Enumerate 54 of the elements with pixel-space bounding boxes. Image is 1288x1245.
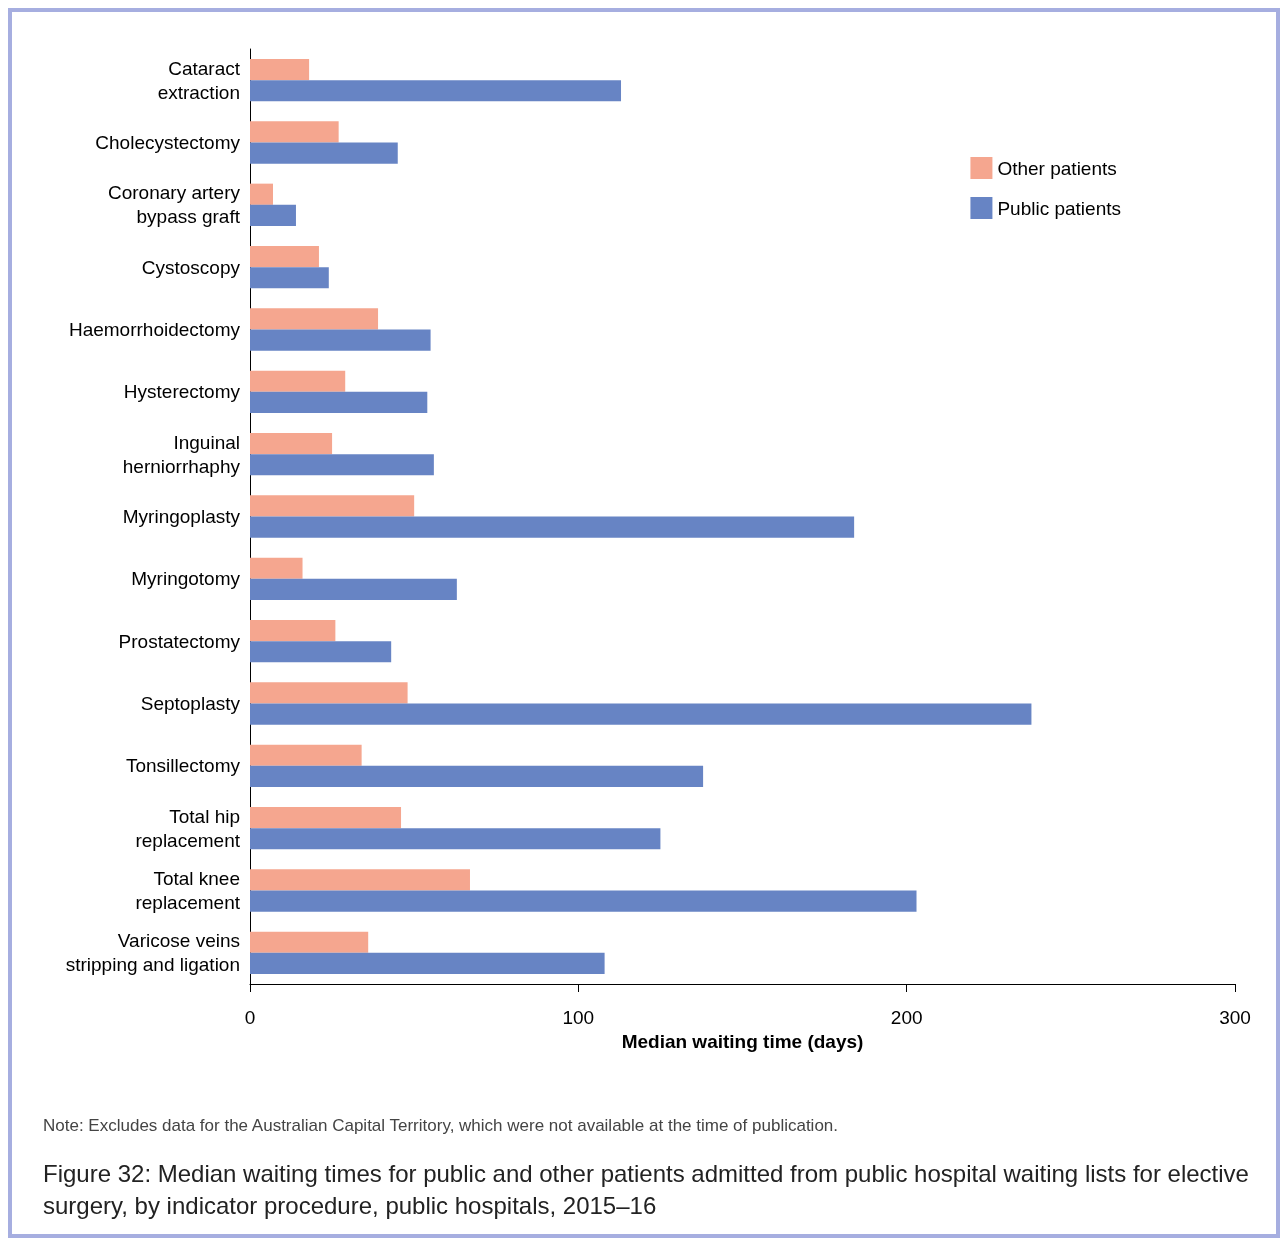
y-tick-label: Total knee replacement xyxy=(135,868,241,913)
bar xyxy=(250,641,392,663)
bar xyxy=(250,142,398,164)
bar xyxy=(250,516,855,538)
y-tick-label: Haemorrhoidectomy xyxy=(68,319,241,340)
bar xyxy=(250,370,346,392)
bar xyxy=(250,869,470,891)
x-tick-label: 200 xyxy=(890,1007,923,1028)
bar xyxy=(250,204,296,227)
bar xyxy=(250,931,369,953)
bar xyxy=(250,80,622,102)
text: Note: Excludes data for the Australian Capital Territory, which were not available at the time of publication. xyxy=(43,1116,839,1135)
bar xyxy=(250,329,431,351)
y-tick-label: Tonsillectomy xyxy=(125,755,241,777)
text: Figure 32: Median waiting times for public and other patients admitted from public hospital waiting lists for elective surgery, by indicator procedure, public hospitals, 2015–16 xyxy=(43,1159,1256,1219)
y-tick-label: Coronary artery bypass graft xyxy=(108,182,241,228)
bar xyxy=(250,619,336,642)
y-tick-label: Inguinal herniorrhaphy xyxy=(122,431,241,477)
y-tick-label: Cystoscopy xyxy=(141,256,241,278)
bar xyxy=(250,806,402,829)
y-tick-label: Myringotomy xyxy=(131,568,241,590)
bar xyxy=(250,454,434,476)
bar xyxy=(250,828,661,850)
y-tick-label: Varicose veins stripping and ligation xyxy=(65,930,240,976)
bar xyxy=(250,703,1032,725)
legend-label: Other patients xyxy=(997,157,1117,179)
y-tick-label: Prostatectomy xyxy=(118,630,241,652)
bar xyxy=(250,121,339,143)
x-tick-label: 0 xyxy=(244,1007,256,1028)
bar xyxy=(250,890,917,912)
bar xyxy=(250,765,704,788)
bar xyxy=(250,58,310,81)
bar xyxy=(250,391,428,414)
x-tick-label: 300 xyxy=(1219,1007,1251,1028)
y-tick-label: Hysterectomy xyxy=(123,381,241,403)
bar xyxy=(250,682,408,704)
y-tick-label: Myringoplasty xyxy=(122,506,241,527)
bar xyxy=(250,557,303,579)
bar xyxy=(250,744,362,766)
bar xyxy=(250,578,457,601)
bar xyxy=(250,432,333,455)
bar xyxy=(250,495,415,517)
y-tick-label: Septoplasty xyxy=(140,693,241,714)
y-tick-label: Total hip replacement xyxy=(135,805,241,851)
bar xyxy=(250,267,329,289)
bar xyxy=(250,245,319,268)
bar xyxy=(250,308,379,330)
y-tick-label: Cataract extraction xyxy=(157,57,241,103)
bar xyxy=(250,183,273,205)
bar xyxy=(250,952,605,975)
x-tick-label: 100 xyxy=(562,1007,595,1028)
legend-label: Public patients xyxy=(997,197,1121,219)
x-axis-title: Median waiting time (days) xyxy=(621,1030,864,1052)
y-tick-label: Cholecystectomy xyxy=(95,132,241,153)
